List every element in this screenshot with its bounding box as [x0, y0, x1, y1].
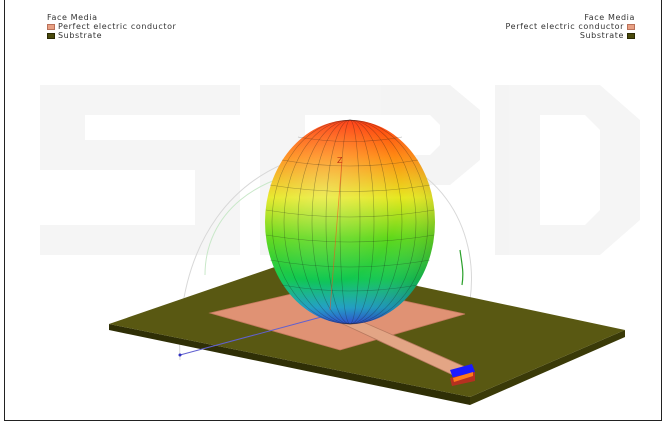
legend-item-substrate: Substrate: [47, 31, 176, 40]
legend-item-pec: Perfect electric conductor: [47, 22, 176, 31]
legend-title: Face Media: [47, 13, 98, 22]
x-axis-line: [178, 315, 326, 357]
radiation-pattern-lobe[interactable]: [265, 119, 435, 325]
feed-port[interactable]: [450, 364, 475, 386]
lobe-mesh-lines: [265, 119, 435, 325]
legend-item-label: Perfect electric conductor: [505, 22, 624, 31]
pec-color-swatch: [47, 23, 55, 30]
legend-title: Face Media: [584, 13, 635, 22]
legend-right: Face Media Perfect electric conductor Su…: [506, 13, 635, 40]
legend-item-label: Perfect electric conductor: [58, 22, 177, 31]
legend-item-pec: Perfect electric conductor: [506, 22, 635, 31]
substrate-color-swatch: [47, 32, 55, 39]
pec-color-swatch: [627, 23, 635, 30]
substrate-color-swatch: [627, 32, 635, 39]
legend-item-substrate: Substrate: [506, 31, 635, 40]
legend-left: Face Media Perfect electric conductor Su…: [47, 13, 176, 40]
z-axis-label: Z: [337, 156, 343, 165]
legend-item-label: Substrate: [579, 31, 624, 40]
legend-item-label: Substrate: [58, 31, 103, 40]
